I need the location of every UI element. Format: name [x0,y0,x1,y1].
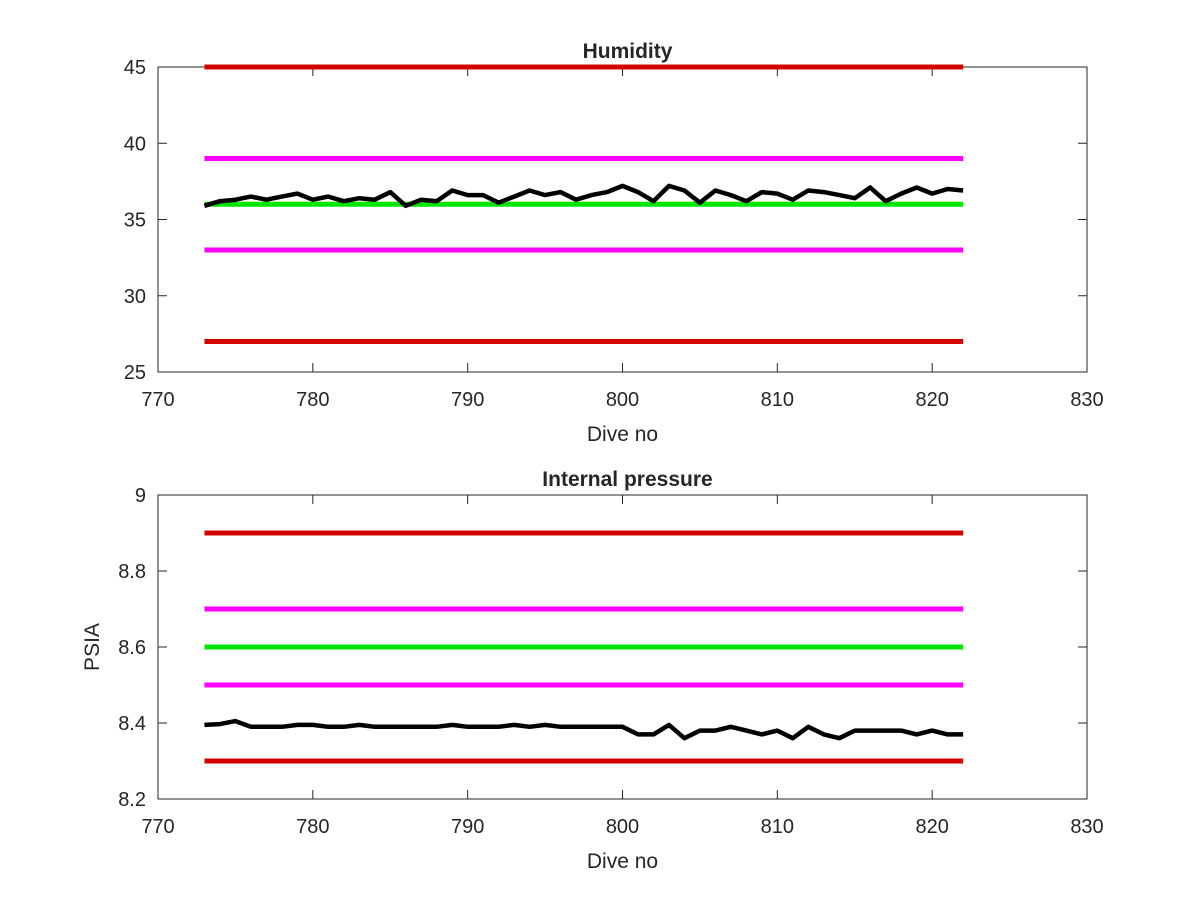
y-tick-label: 25 [124,362,146,384]
y-axis-label: PSIA [81,623,104,671]
x-tick-label: 790 [451,389,484,411]
x-axis-label: Dive no [587,850,658,873]
axes-frame [157,66,1088,373]
x-tick-label: 790 [451,816,484,838]
x-tick-label: 820 [915,389,948,411]
data-series-line [204,718,964,741]
humidity-plot: 770 780 790 800 810 820 830 25 30 35 40 45 Humidity D… [124,40,1104,446]
x-tick-label: 820 [915,816,948,838]
y-tick-label: 8.2 [118,789,146,811]
y-tick-label: 8.8 [118,561,146,583]
x-tick-label: 770 [141,389,174,411]
y-tick-label: 8.6 [118,637,146,659]
x-tick-label: 800 [606,816,639,838]
y-tick-label: 45 [124,57,146,79]
y-tick-label: 9 [135,485,146,507]
x-tick-label: 780 [296,816,329,838]
y-tick-label: 40 [124,133,146,155]
plot-title: Internal pressure [542,468,712,491]
x-tick-label: 830 [1070,816,1103,838]
x-tick-label: 770 [141,816,174,838]
x-tick-label: 800 [606,389,639,411]
data-series-line [203,183,964,209]
internal-pressure-plot: 770 780 790 800 810 820 830 8.2 8.4 8.6 8.8 9 Intern… [81,468,1104,873]
x-axis-label: Dive no [587,423,658,446]
y-tick-label: 30 [124,286,146,308]
x-tick-label: 810 [761,816,794,838]
x-tick-label: 830 [1070,389,1103,411]
x-tick-label: 810 [761,389,794,411]
plot-title: Humidity [583,40,673,63]
x-tick-label: 780 [296,389,329,411]
y-tick-label: 8.4 [118,713,146,735]
y-tick-label: 35 [124,210,146,232]
